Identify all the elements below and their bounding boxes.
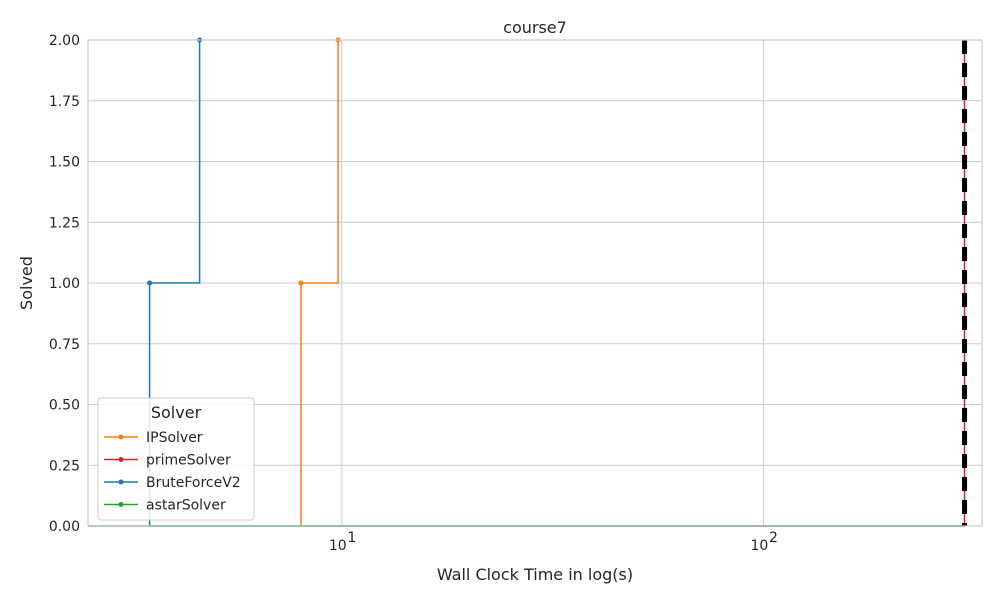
- y-tick-label: 2.00: [49, 33, 80, 49]
- legend-title: Solver: [151, 403, 202, 422]
- x-tick-label: 10: [329, 538, 347, 554]
- legend-swatch-marker: [118, 502, 124, 507]
- y-tick-label: 0.50: [49, 398, 80, 414]
- legend-swatch-marker: [118, 434, 124, 440]
- y-tick-label: 0.00: [49, 519, 80, 535]
- y-tick-label: 1.25: [49, 215, 80, 231]
- legend-label: astarSolver: [146, 498, 226, 514]
- legend-swatch-marker: [118, 457, 124, 462]
- series-point: [147, 280, 153, 286]
- plot-border: [87, 39, 983, 527]
- plot-frame: [87, 39, 983, 527]
- series-line: [300, 40, 339, 526]
- legend-swatch-marker: [118, 479, 124, 485]
- series-point: [298, 280, 304, 286]
- y-axis-label: Solved: [17, 256, 36, 310]
- legend-label: primeSolver: [146, 453, 231, 469]
- legend-box: [97, 397, 255, 521]
- y-tick-label: 0.25: [49, 458, 80, 474]
- chart-title: course7: [503, 18, 567, 37]
- y-tick-label: 1.75: [49, 94, 80, 110]
- legend-label: IPSolver: [146, 430, 203, 446]
- x-tick-label: 10: [750, 538, 768, 554]
- y-tick-label: 1.00: [49, 276, 80, 292]
- y-tick-label: 0.75: [49, 337, 80, 353]
- legend: Solver IPSolver primeSolver BruteForceV2 as…: [97, 397, 255, 521]
- series-BruteForceV2: [147, 37, 965, 527]
- x-axis-label: Wall Clock Time in log(s): [437, 565, 633, 584]
- x-tick-exponent: 1: [347, 530, 356, 546]
- y-tick-label: 1.50: [49, 155, 80, 171]
- x-tick-exponent: 2: [769, 530, 778, 546]
- legend-label: BruteForceV2: [146, 475, 241, 491]
- legend-items: IPSolver primeSolver BruteForceV2 astarSolv…: [104, 430, 241, 514]
- series-IPSolver: [298, 37, 965, 527]
